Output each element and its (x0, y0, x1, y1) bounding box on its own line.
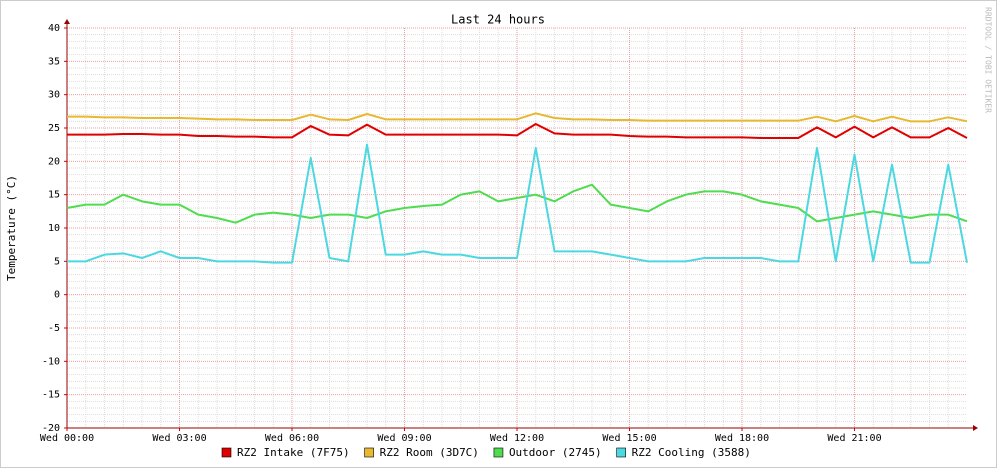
legend-swatch (221, 447, 232, 458)
x-tick-label: Wed 06:00 (265, 433, 319, 444)
y-tick-label: -5 (48, 323, 60, 334)
x-tick-label: Wed 21:00 (827, 433, 881, 444)
y-tick-label: -20 (42, 423, 60, 434)
y-tick-label: -10 (42, 356, 60, 367)
legend-label: Outdoor (2745) (509, 446, 602, 459)
x-tick-label: Wed 12:00 (490, 433, 544, 444)
plot (66, 112, 968, 264)
series-line (67, 112, 968, 123)
legend-label: RZ2 Cooling (3588) (632, 446, 751, 459)
y-tick-label: 0 (54, 290, 60, 301)
x-tick-label: Wed 00:00 (40, 433, 94, 444)
series-line (66, 183, 968, 224)
x-tick-label: Wed 09:00 (377, 433, 431, 444)
x-tick-label: Wed 18:00 (715, 433, 769, 444)
y-tick-label: 15 (48, 190, 60, 201)
y-tick-label: 10 (48, 223, 60, 234)
grid: -20 -15 -10 -5 0 5 10 15 20 25 30 35 40 Wed 00:00 Wed … (40, 19, 978, 444)
legend-label: RZ2 Intake (7F75) (237, 446, 350, 459)
x-tick-label: Wed 15:00 (602, 433, 656, 444)
x-axis-arrow (973, 425, 978, 431)
y-tick-label: 20 (48, 156, 60, 167)
chart-title: Last 24 hours (451, 13, 545, 27)
legend-swatch (364, 447, 374, 458)
legend-swatch (616, 447, 626, 458)
y-axis-label: Temperature (°C) (5, 175, 18, 281)
y-tick-label: 35 (48, 56, 60, 67)
series-line (67, 143, 968, 264)
watermark: RRDTOOL / TOBI OETIKER (984, 7, 993, 113)
legend: RZ2 Intake (7F75) RZ2 Room (3D7C) Outdoor … (221, 446, 751, 459)
legend-swatch (493, 447, 504, 458)
y-tick-label: 5 (54, 256, 60, 267)
series-line (67, 123, 968, 139)
y-axis-arrow (64, 19, 70, 24)
y-tick-label: 25 (48, 123, 60, 134)
y-tick-label: 30 (48, 90, 60, 101)
y-tick-label: 40 (48, 23, 60, 34)
legend-label: RZ2 Room (3D7C) (380, 446, 479, 459)
x-tick-label: Wed 03:00 (152, 433, 206, 444)
y-tick-label: -15 (42, 390, 60, 401)
